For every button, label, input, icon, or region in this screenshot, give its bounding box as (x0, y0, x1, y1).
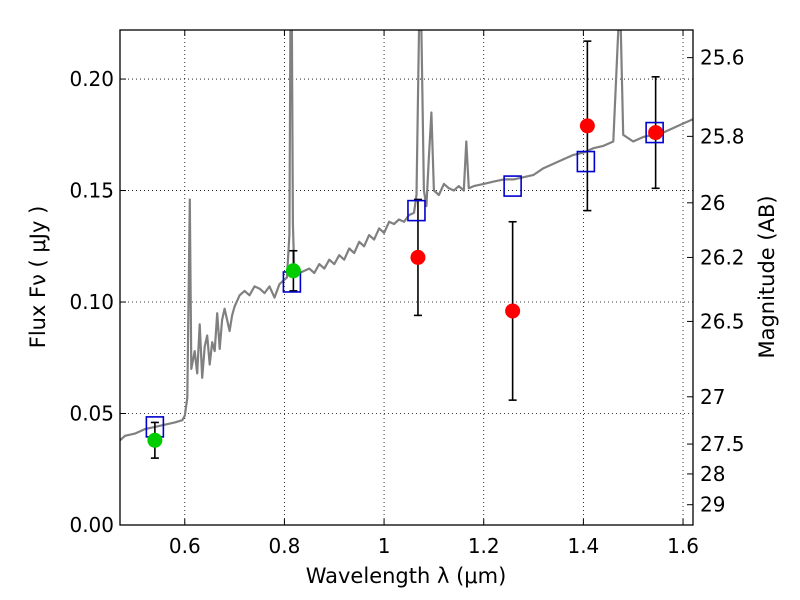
right-tick-label: 25.8 (700, 124, 745, 148)
model-spectrum-line (120, 30, 693, 442)
right-tick-label: 25.6 (700, 46, 745, 70)
x-tick-label: 0.8 (269, 534, 301, 558)
model-photometry-square (503, 175, 522, 197)
right-tick-label: 27.5 (700, 432, 745, 456)
marker-layer (145, 118, 664, 448)
model-photometry-square (645, 121, 664, 144)
y-tick-label: 0.05 (69, 402, 114, 426)
observed-point-red (579, 118, 595, 134)
x-axis-label: Wavelength λ (μm) (306, 564, 507, 588)
x-tick-label: 0.6 (169, 534, 201, 558)
grid-layer (120, 30, 693, 526)
y-tick-label: 0.20 (69, 67, 114, 91)
observed-point-red (505, 303, 521, 319)
plot-frame (119, 29, 694, 526)
plot-content (120, 30, 693, 459)
observed-point-red (410, 249, 426, 265)
y-axis-label: Flux Fν ( μJy ) (26, 206, 50, 349)
right-tick-label: 26.5 (700, 309, 745, 333)
observed-point-green (147, 432, 163, 448)
observed-point-green (285, 263, 301, 279)
right-tick-label: 28 (700, 462, 725, 486)
right-axis-label: Magnitude (AB) (755, 195, 779, 358)
right-tick-label: 29 (700, 493, 725, 517)
model-photometry-square (407, 199, 426, 222)
x-tick-label: 1 (378, 534, 391, 558)
y-tick-label: 0.00 (69, 513, 114, 537)
errorbar-layer (150, 40, 660, 459)
x-tick-label: 1.6 (667, 534, 699, 558)
tick-layer: 0.6 0.8 1 1.2 1.4 1.6 0.00 0.05 0.10 0.15 0.20 25.6… (69, 30, 745, 558)
right-tick-label: 26 (700, 191, 725, 215)
y-tick-label: 0.15 (69, 179, 114, 203)
y-tick-label: 0.10 (69, 290, 114, 314)
model-photometry-square (576, 150, 596, 173)
right-tick-label: 27 (700, 385, 725, 409)
right-tick-label: 26.2 (700, 245, 745, 269)
x-tick-label: 1.4 (567, 534, 599, 558)
observed-point-red (648, 125, 664, 141)
x-tick-label: 1.2 (468, 534, 500, 558)
